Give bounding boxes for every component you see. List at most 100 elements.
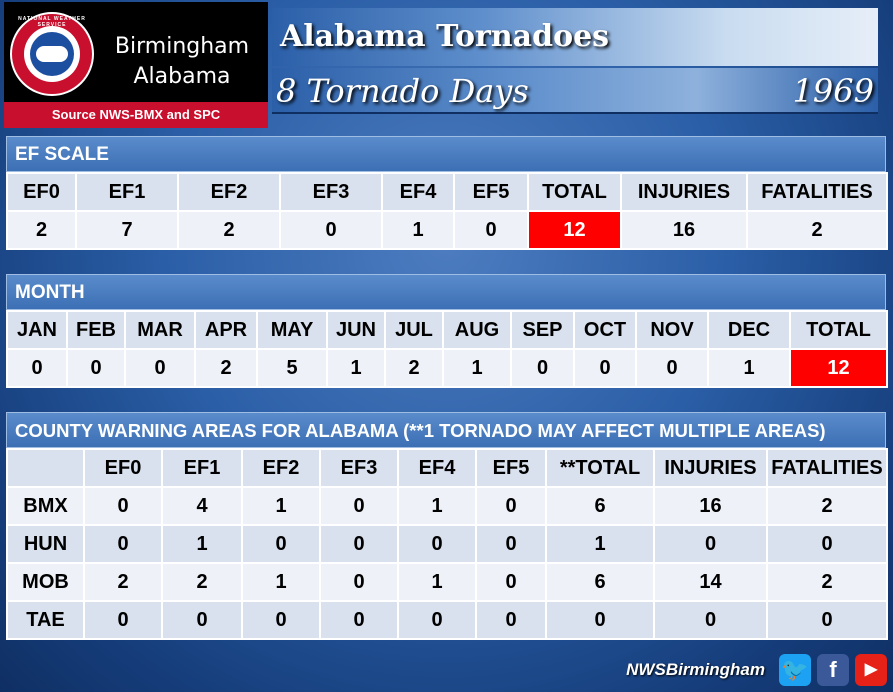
cwa-column-header: EF0 — [83, 448, 163, 488]
ef-value-cell: 2 — [177, 210, 281, 250]
cwa-value-cell: 1 — [161, 524, 243, 564]
month-column-header: APR — [194, 310, 258, 350]
cwa-column-header: INJURIES — [653, 448, 768, 488]
cwa-column-header: EF1 — [161, 448, 243, 488]
cwa-value-cell: 1 — [241, 486, 321, 526]
cwa-value-cell: 0 — [241, 524, 321, 564]
month-column-header: AUG — [442, 310, 512, 350]
facebook-icon[interactable]: f — [817, 654, 849, 686]
cwa-value-cell: 4 — [161, 486, 243, 526]
month-header-row: JAN FEB MAR APR MAY JUN JUL AUG SEP OCT NOV DEC TOTA… — [6, 310, 888, 350]
cwa-value-cell: 0 — [83, 600, 163, 640]
ef-value-cell: 16 — [620, 210, 748, 250]
month-value-cell: 0 — [510, 348, 575, 388]
cwa-value-cell: 14 — [653, 562, 768, 602]
cwa-row: TAE 0 0 0 0 0 0 0 0 0 — [6, 600, 888, 640]
cwa-header-row: EF0 EF1 EF2 EF3 EF4 EF5 **TOTAL INJURIES FATALIT… — [6, 448, 888, 488]
ef-scale-header: EF SCALE — [6, 136, 886, 172]
ef-column-header: EF1 — [75, 172, 179, 212]
month-value-cell: 1 — [326, 348, 386, 388]
month-column-header: NOV — [635, 310, 709, 350]
cwa-value-cell: 0 — [83, 524, 163, 564]
cwa-area-label: BMX — [6, 486, 85, 526]
ef-scale-table: EF0 EF1 EF2 EF3 EF4 EF5 TOTAL INJURIES FATALITIE… — [6, 172, 888, 250]
page-subtitle: 8 Tornado Days 1969 — [272, 68, 878, 114]
cwa-value-cell: 0 — [397, 524, 477, 564]
month-header: MONTH — [6, 274, 886, 310]
cwa-column-header: EF2 — [241, 448, 321, 488]
month-value-cell: 1 — [442, 348, 512, 388]
cwa-column-header: FATALITIES — [766, 448, 888, 488]
cwa-value-cell: 0 — [475, 562, 547, 602]
month-column-header: TOTAL — [789, 310, 888, 350]
youtube-icon[interactable]: ▶ — [855, 654, 887, 686]
twitter-handle[interactable]: NWSBirmingham — [626, 660, 765, 679]
ef-value-cell: 12 — [527, 210, 622, 250]
ef-column-header: FATALITIES — [746, 172, 888, 212]
ef-column-header: INJURIES — [620, 172, 748, 212]
cwa-panel: COUNTY WARNING AREAS FOR ALABAMA (**1 TO… — [6, 412, 888, 640]
office-name: Birmingham Alabama — [100, 32, 264, 92]
cwa-value-cell: 6 — [545, 486, 655, 526]
month-column-header: FEB — [66, 310, 126, 350]
cwa-area-label: TAE — [6, 600, 85, 640]
month-value-cell: 0 — [124, 348, 196, 388]
source-label: Source NWS-BMX and SPC — [4, 102, 268, 128]
tornado-days-label: 8 Tornado Days — [276, 72, 529, 110]
cwa-value-cell: 0 — [475, 486, 547, 526]
cwa-column-header: EF5 — [475, 448, 547, 488]
seal-text: NATIONAL WEATHER SERVICE — [18, 16, 86, 28]
cwa-header: COUNTY WARNING AREAS FOR ALABAMA (**1 TO… — [6, 412, 886, 448]
ef-value-cell: 0 — [279, 210, 383, 250]
page-title: Alabama Tornadoes — [272, 8, 878, 66]
cwa-value-cell: 0 — [766, 524, 888, 564]
month-panel: MONTH JAN FEB MAR APR MAY JUN JUL AUG SEP OCT NOV D… — [6, 274, 888, 388]
cwa-area-label: MOB — [6, 562, 85, 602]
city-line-1: Birmingham — [114, 34, 250, 59]
cwa-value-cell: 2 — [83, 562, 163, 602]
cwa-value-cell: 0 — [83, 486, 163, 526]
ef-column-header: EF3 — [279, 172, 383, 212]
month-column-header: JUL — [384, 310, 444, 350]
cwa-table: EF0 EF1 EF2 EF3 EF4 EF5 **TOTAL INJURIES FATALIT… — [6, 448, 888, 640]
ef-value-cell: 7 — [75, 210, 179, 250]
cwa-value-cell: 2 — [161, 562, 243, 602]
ef-value-cell: 2 — [6, 210, 77, 250]
cwa-value-cell: 6 — [545, 562, 655, 602]
month-column-header: MAR — [124, 310, 196, 350]
cwa-column-header — [6, 448, 85, 488]
year-label: 1969 — [792, 72, 874, 110]
ef-column-header: EF2 — [177, 172, 281, 212]
month-value-cell: 0 — [635, 348, 709, 388]
cwa-value-cell: 16 — [653, 486, 768, 526]
month-table: JAN FEB MAR APR MAY JUN JUL AUG SEP OCT NOV DEC TOTA… — [6, 310, 888, 388]
month-column-header: DEC — [707, 310, 791, 350]
cwa-value-cell: 0 — [319, 600, 399, 640]
ef-header-row: EF0 EF1 EF2 EF3 EF4 EF5 TOTAL INJURIES FATALITIE… — [6, 172, 888, 212]
cwa-value-cell: 0 — [161, 600, 243, 640]
cwa-value-cell: 1 — [241, 562, 321, 602]
ef-column-header: TOTAL — [527, 172, 622, 212]
ef-value-cell: 2 — [746, 210, 888, 250]
cwa-row: BMX 0 4 1 0 1 0 6 16 2 — [6, 486, 888, 526]
cwa-column-header: **TOTAL — [545, 448, 655, 488]
month-value-cell: 5 — [256, 348, 328, 388]
cwa-value-cell: 1 — [397, 486, 477, 526]
cwa-column-header: EF4 — [397, 448, 477, 488]
month-column-header: SEP — [510, 310, 575, 350]
city-line-2: Alabama — [133, 64, 231, 89]
cwa-value-cell: 0 — [653, 600, 768, 640]
ef-value-cell: 0 — [453, 210, 529, 250]
cwa-value-cell: 0 — [653, 524, 768, 564]
social-footer: NWSBirmingham 🐦 f ▶ — [626, 652, 887, 688]
month-value-cell: 2 — [194, 348, 258, 388]
cwa-value-cell: 0 — [545, 600, 655, 640]
cwa-value-cell: 0 — [319, 562, 399, 602]
ef-column-header: EF0 — [6, 172, 77, 212]
cwa-value-cell: 0 — [319, 524, 399, 564]
month-column-header: JUN — [326, 310, 386, 350]
twitter-icon[interactable]: 🐦 — [779, 654, 811, 686]
month-value-cell: 0 — [66, 348, 126, 388]
nws-seal-icon: NATIONAL WEATHER SERVICE — [10, 12, 94, 96]
month-value-cell: 1 — [707, 348, 791, 388]
